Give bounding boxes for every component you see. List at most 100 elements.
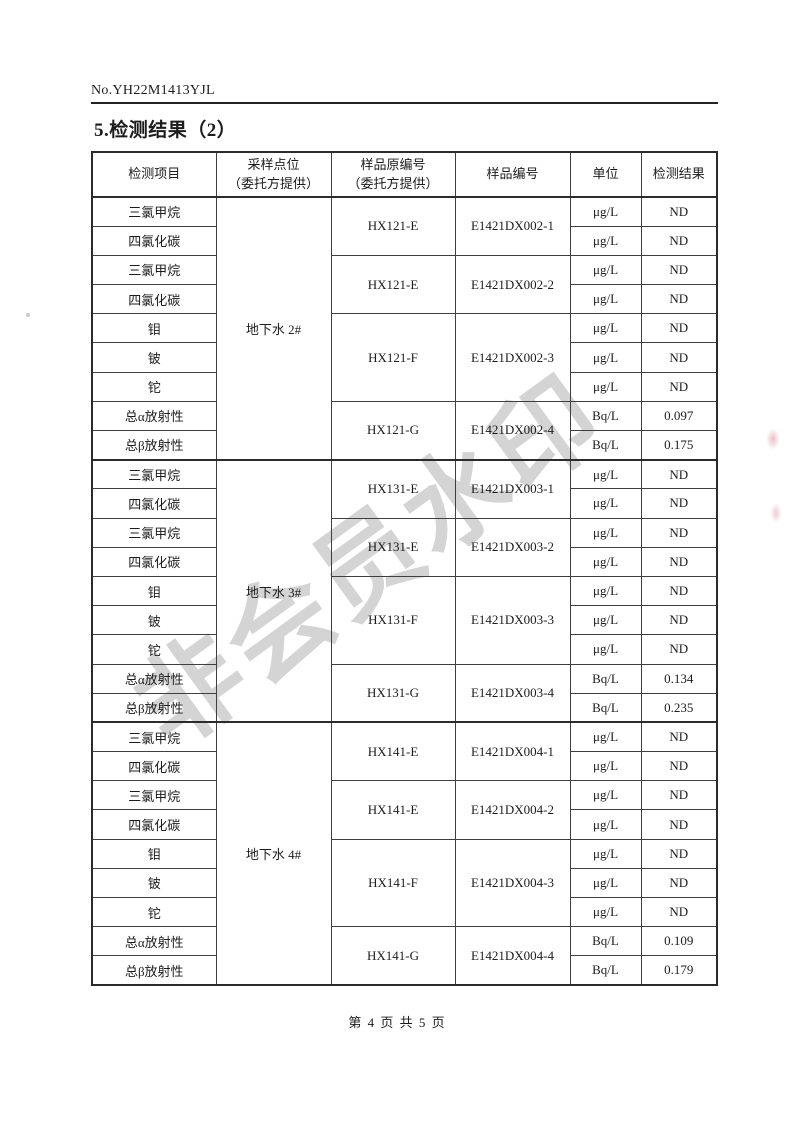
table-row: 四氯化碳 μg/L ND: [91, 284, 718, 315]
result-cell: ND: [640, 867, 718, 899]
item-cell: 三氯甲烷: [91, 517, 217, 548]
sample-id-cell: E1421DX004-1: [454, 721, 571, 782]
result-cell: ND: [640, 284, 718, 315]
item-cell: 铍: [91, 605, 217, 636]
item-cell: 铍: [91, 867, 217, 899]
unit-cell: μg/L: [569, 751, 642, 782]
table-row: 铍 μg/L ND: [91, 605, 718, 636]
item-cell: 总β放射性: [91, 955, 217, 986]
item-cell: 铍: [91, 342, 217, 373]
result-cell: ND: [640, 517, 718, 548]
unit-cell: μg/L: [569, 517, 642, 548]
sample-id-cell: E1421DX004-3: [454, 838, 571, 928]
table-row: 铊 μg/L ND: [91, 371, 718, 402]
orig-id-cell: HX131-G: [330, 663, 456, 723]
sample-id-cell: E1421DX004-2: [454, 780, 571, 840]
item-cell: 铊: [91, 371, 217, 402]
result-cell: ND: [640, 896, 718, 928]
unit-cell: μg/L: [569, 284, 642, 315]
item-cell: 钼: [91, 838, 217, 869]
unit-cell: μg/L: [569, 488, 642, 519]
result-cell: ND: [640, 605, 718, 636]
table-row: 总α放射性 HX131-G E1421DX003-4 Bq/L 0.134: [91, 663, 718, 723]
orig-id-cell: HX131-F: [330, 575, 456, 665]
result-cell: 0.179: [640, 955, 718, 986]
item-cell: 三氯甲烷: [91, 458, 217, 490]
table-row: 总β放射性 Bq/L 0.179: [91, 955, 718, 986]
result-cell: 0.134: [640, 663, 718, 694]
result-cell: ND: [640, 225, 718, 256]
unit-cell: μg/L: [569, 838, 642, 869]
unit-cell: μg/L: [569, 458, 642, 490]
scan-artifact: [770, 503, 782, 523]
scan-artifact: [26, 313, 30, 317]
sample-id-cell: E1421DX003-4: [454, 663, 571, 723]
result-cell: 0.097: [640, 400, 718, 432]
result-cell: ND: [640, 838, 718, 869]
scan-artifact: [766, 428, 780, 450]
result-cell: ND: [640, 809, 718, 840]
result-cell: ND: [640, 575, 718, 607]
result-cell: ND: [640, 313, 718, 344]
item-cell: 总β放射性: [91, 692, 217, 723]
table-row: 钼 HX141-F E1421DX004-3 μg/L ND: [91, 838, 718, 928]
sample-id-cell: E1421DX003-2: [454, 517, 571, 577]
result-cell: 0.235: [640, 692, 718, 723]
orig-id-cell: HX141-F: [330, 838, 456, 928]
table-row: 铊 μg/L ND: [91, 634, 718, 665]
result-cell: ND: [640, 458, 718, 490]
table-row: 钼 HX131-F E1421DX003-3 μg/L ND: [91, 575, 718, 665]
table-row: 四氯化碳 μg/L ND: [91, 488, 718, 519]
table-row: 铍 μg/L ND: [91, 342, 718, 373]
table-row: 钼 HX121-F E1421DX002-3 μg/L ND: [91, 313, 718, 402]
orig-id-cell: HX121-E: [330, 195, 456, 256]
result-cell: ND: [640, 751, 718, 782]
item-cell: 四氯化碳: [91, 809, 217, 840]
table-row: 三氯甲烷 地下水 4# HX141-E E1421DX004-1 μg/L ND: [91, 721, 718, 986]
table-row: 总β放射性 Bq/L 0.235: [91, 692, 718, 723]
unit-cell: μg/L: [569, 254, 642, 286]
orig-id-cell: HX121-F: [330, 313, 456, 402]
item-cell: 三氯甲烷: [91, 195, 217, 227]
table-row: 总β放射性 Bq/L 0.175: [91, 429, 718, 461]
item-cell: 三氯甲烷: [91, 780, 217, 811]
table-header-row: 检测项目 采样点位 （委托方提供） 样品原编号 （委托方提供） 样品编号 单位 …: [91, 151, 718, 198]
item-cell: 铊: [91, 896, 217, 928]
table-row: 四氯化碳 μg/L ND: [91, 546, 718, 577]
orig-id-cell: HX131-E: [330, 458, 456, 519]
orig-id-cell: HX121-E: [330, 254, 456, 315]
sample-id-cell: E1421DX002-1: [454, 195, 571, 256]
unit-cell: μg/L: [569, 546, 642, 577]
sample-id-cell: E1421DX002-3: [454, 313, 571, 402]
unit-cell: μg/L: [569, 371, 642, 402]
col-header-item: 检测项目: [91, 151, 217, 198]
table-body: 三氯甲烷 地下水 2# HX121-E E1421DX002-1 μg/L ND 四氯化碳 μ…: [91, 195, 718, 986]
result-cell: 0.175: [640, 429, 718, 461]
col-header-sample-id: 样品编号: [454, 151, 571, 198]
unit-cell: Bq/L: [569, 400, 642, 432]
table-row: 总α放射性 HX121-G E1421DX002-4 Bq/L 0.097: [91, 400, 718, 461]
unit-cell: μg/L: [569, 575, 642, 607]
table-row: 四氯化碳 μg/L ND: [91, 751, 718, 782]
table-row: 三氯甲烷 HX141-E E1421DX004-2 μg/L ND: [91, 780, 718, 840]
table-row: 三氯甲烷 地下水 3# HX131-E E1421DX003-1 μg/L ND: [91, 458, 718, 723]
sample-id-cell: E1421DX002-4: [454, 400, 571, 461]
col-header-location: 采样点位 （委托方提供）: [215, 151, 332, 198]
result-cell: ND: [640, 634, 718, 665]
col-header-orig-id: 样品原编号 （委托方提供）: [330, 151, 456, 198]
orig-id-cell: HX141-E: [330, 721, 456, 782]
table-row: 三氯甲烷 HX131-E E1421DX003-2 μg/L ND: [91, 517, 718, 577]
unit-cell: μg/L: [569, 867, 642, 899]
page-title: 5.检测结果（2）: [94, 120, 237, 141]
table-row: 三氯甲烷 地下水 2# HX121-E E1421DX002-1 μg/L ND: [91, 195, 718, 461]
result-cell: ND: [640, 371, 718, 402]
sample-id-cell: E1421DX004-4: [454, 926, 571, 986]
unit-cell: Bq/L: [569, 663, 642, 694]
unit-cell: μg/L: [569, 634, 642, 665]
results-table: 检测项目 采样点位 （委托方提供） 样品原编号 （委托方提供） 样品编号 单位 …: [91, 151, 718, 987]
item-cell: 钼: [91, 575, 217, 607]
result-cell: ND: [640, 546, 718, 577]
sample-id-cell: E1421DX003-1: [454, 458, 571, 519]
unit-cell: μg/L: [569, 809, 642, 840]
